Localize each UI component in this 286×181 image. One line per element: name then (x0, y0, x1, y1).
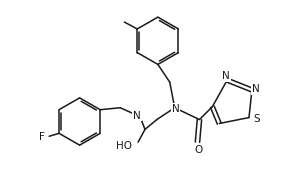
Text: HO: HO (116, 141, 132, 151)
Text: N: N (222, 71, 230, 81)
Text: N: N (133, 111, 141, 121)
Text: O: O (194, 145, 202, 155)
Text: N: N (252, 84, 260, 94)
Text: N: N (172, 104, 180, 114)
Text: S: S (254, 114, 260, 124)
Text: F: F (39, 132, 45, 142)
